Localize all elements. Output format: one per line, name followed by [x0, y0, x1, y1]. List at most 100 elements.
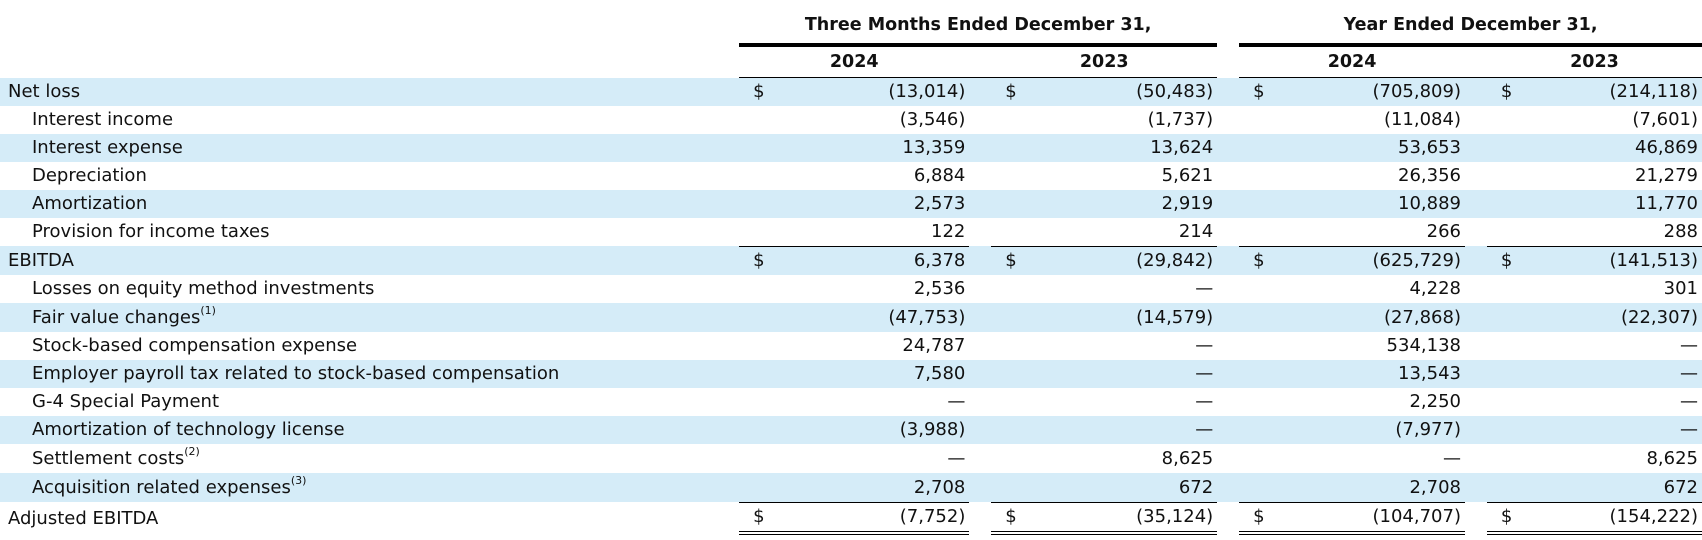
currency-symbol	[739, 332, 816, 360]
currency-symbol	[1486, 134, 1564, 162]
row-label-text: Settlement costs	[32, 447, 185, 469]
value-cell: (7,752)	[815, 502, 970, 535]
table-row: Employer payroll tax related to stock-ba…	[0, 360, 1702, 388]
column-gap	[1217, 218, 1239, 246]
period-header-row: Three Months Ended December 31, Year End…	[0, 0, 1702, 45]
value-cell: 2,250	[1409, 391, 1461, 412]
value-cell: (11,084)	[1383, 109, 1461, 130]
column-gap	[1465, 502, 1487, 535]
currency-symbol	[1239, 332, 1316, 360]
row-label-text: G-4 Special Payment	[32, 391, 219, 412]
column-gap	[969, 190, 992, 218]
currency-symbol: $	[739, 246, 816, 275]
period-header-year: Year Ended December 31,	[1239, 0, 1702, 45]
column-gap	[1217, 502, 1239, 535]
row-label-text: Fair value changes	[32, 306, 201, 328]
currency-symbol	[991, 444, 1068, 473]
currency-symbol	[1239, 473, 1316, 502]
currency-symbol	[991, 134, 1069, 162]
value-cell: 301	[1663, 278, 1698, 299]
table-row: Net loss $ (13,014) $ (50,483) $ (705,809) $ (21…	[0, 78, 1702, 106]
row-label: Interest income	[0, 106, 739, 134]
column-gap	[1465, 218, 1487, 246]
value-cell: —	[1195, 278, 1214, 299]
column-gap	[1464, 473, 1487, 502]
value-cell: (104,707)	[1315, 502, 1465, 535]
currency-symbol	[991, 360, 1069, 388]
column-gap	[1217, 78, 1240, 106]
column-gap	[1217, 388, 1239, 416]
value-cell: (47,753)	[815, 303, 970, 332]
currency-symbol	[1487, 106, 1564, 134]
column-gap	[969, 162, 991, 190]
footnote-marker: (2)	[184, 444, 200, 458]
currency-symbol	[1487, 388, 1564, 416]
period-header-three-months: Three Months Ended December 31,	[739, 0, 1218, 45]
currency-symbol: $	[991, 502, 1069, 535]
currency-symbol	[739, 275, 816, 303]
value-cell: (27,868)	[1315, 303, 1465, 332]
currency-symbol	[991, 303, 1069, 332]
column-gap	[1217, 473, 1240, 502]
value-cell: 8,625	[1161, 447, 1214, 469]
currency-symbol	[1486, 360, 1564, 388]
value-cell: 288	[1663, 221, 1698, 242]
value-cell: —	[1195, 391, 1214, 412]
currency-symbol	[991, 473, 1069, 502]
column-gap	[1217, 162, 1239, 190]
row-label-text: Interest income	[32, 109, 174, 130]
currency-symbol	[1239, 444, 1316, 473]
column-gap	[1217, 444, 1239, 473]
value-cell: 26,356	[1398, 165, 1461, 186]
row-label: Fair value changes(1)	[0, 303, 740, 332]
table-row: Provision for income taxes 122 214 266 288	[0, 218, 1702, 246]
value-cell: (7,601)	[1632, 109, 1698, 130]
currency-symbol	[1486, 473, 1564, 502]
currency-symbol	[1487, 444, 1564, 473]
currency-symbol: $	[739, 78, 816, 106]
table-row: Adjusted EBITDA $ (7,752) $ (35,124) $ (104,70…	[0, 502, 1702, 535]
column-gap	[1465, 275, 1487, 303]
value-cell: 10,889	[1315, 190, 1465, 218]
column-gap	[969, 134, 992, 162]
row-label: Amortization of technology license	[0, 416, 740, 444]
value-cell: (14,579)	[1068, 303, 1218, 332]
value-cell: 24,787	[902, 335, 966, 356]
value-cell: 13,624	[1068, 134, 1218, 162]
column-gap	[969, 246, 992, 275]
row-label: Acquisition related expenses(3)	[0, 473, 740, 502]
value-cell: 672	[1563, 473, 1702, 502]
table-row: Acquisition related expenses(3) 2,708 672 2…	[0, 473, 1702, 502]
currency-symbol	[1239, 162, 1316, 190]
currency-symbol	[1239, 275, 1316, 303]
currency-symbol: $	[1486, 246, 1564, 275]
currency-symbol: $	[1239, 78, 1316, 106]
footnote-marker: (3)	[290, 473, 307, 487]
currency-symbol	[1239, 218, 1316, 246]
currency-symbol	[1487, 218, 1564, 246]
value-cell: 4,228	[1409, 278, 1461, 299]
value-cell: 2,536	[913, 278, 966, 299]
footnote-marker: (1)	[200, 303, 216, 317]
value-cell: 214	[1178, 221, 1214, 242]
currency-symbol	[1486, 190, 1564, 218]
row-label-text: Employer payroll tax related to stock-ba…	[32, 363, 560, 384]
currency-symbol	[1239, 388, 1316, 416]
value-cell: —	[1563, 360, 1702, 388]
column-gap	[1465, 332, 1487, 360]
year-header: 2023	[991, 45, 1218, 78]
currency-symbol	[1239, 134, 1316, 162]
value-cell: (1,737)	[1147, 109, 1214, 130]
column-gap	[1465, 162, 1487, 190]
column-gap	[1217, 360, 1240, 388]
value-cell: 11,770	[1563, 190, 1702, 218]
value-cell: —	[1068, 360, 1218, 388]
value-cell: 46,869	[1563, 134, 1702, 162]
value-cell: (154,222)	[1563, 502, 1702, 535]
column-gap	[969, 332, 991, 360]
currency-symbol: $	[1239, 502, 1316, 535]
value-cell: —	[1563, 416, 1702, 444]
value-cell: 266	[1426, 221, 1461, 242]
year-header-row: 2024 2023 2024 2023	[0, 45, 1702, 78]
